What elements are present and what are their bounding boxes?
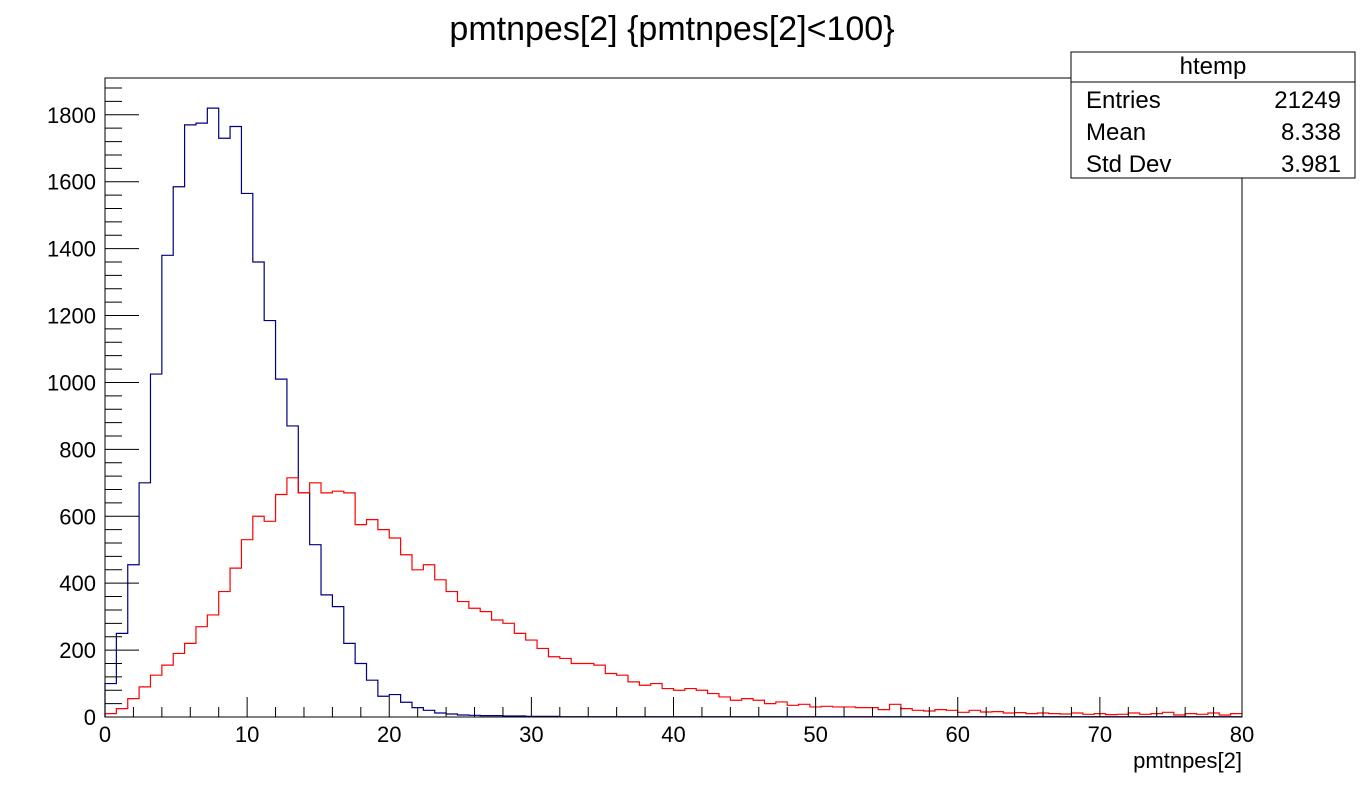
stats-stddev-value: 3.981 xyxy=(1281,151,1341,178)
stats-box-title: htemp xyxy=(1180,53,1247,80)
x-tick-label: 80 xyxy=(1230,722,1254,747)
stats-mean-label: Mean xyxy=(1086,119,1146,146)
y-tick-label: 1200 xyxy=(47,304,96,329)
x-axis-label: pmtnpes[2] xyxy=(1133,748,1242,773)
y-tick-label: 1800 xyxy=(47,103,96,128)
y-tick-label: 600 xyxy=(59,504,96,529)
series-1-histogram-line xyxy=(104,477,1242,717)
x-axis: 0 10 20 30 40 50 60 70 80 xyxy=(99,697,1254,747)
stats-entries-label: Entries xyxy=(1086,87,1161,114)
x-tick-label: 0 xyxy=(99,722,111,747)
x-tick-label: 50 xyxy=(803,722,827,747)
y-tick-label: 400 xyxy=(59,571,96,596)
y-tick-label: 800 xyxy=(59,437,96,462)
y-axis: 0 200 400 600 800 1000 1200 1400 1600 1800 xyxy=(47,87,139,730)
y-tick-label: 200 xyxy=(59,638,96,663)
x-tick-label: 30 xyxy=(519,722,543,747)
y-tick-label: 1400 xyxy=(47,237,96,262)
series-layer xyxy=(104,107,1242,718)
y-tick-label: 1000 xyxy=(47,370,96,395)
x-tick-label: 20 xyxy=(377,722,401,747)
stats-box-frame xyxy=(1070,51,1356,179)
x-tick-label: 60 xyxy=(946,722,970,747)
x-tick-label: 10 xyxy=(235,722,259,747)
y-tick-label: 0 xyxy=(84,705,96,730)
x-tick-label: 70 xyxy=(1088,722,1112,747)
stats-stddev-label: Std Dev xyxy=(1086,151,1171,178)
stats-box: htemp Entries 21249 Mean 8.338 Std Dev 3… xyxy=(1070,51,1356,179)
stats-mean-value: 8.338 xyxy=(1281,119,1341,146)
y-tick-label: 1600 xyxy=(47,170,96,195)
series-0-histogram-line xyxy=(104,107,1242,718)
chart-title: pmtnpes[2] {pmtnpes[2]<100} xyxy=(449,10,894,48)
stats-entries-value: 21249 xyxy=(1274,87,1341,114)
x-tick-label: 40 xyxy=(661,722,685,747)
